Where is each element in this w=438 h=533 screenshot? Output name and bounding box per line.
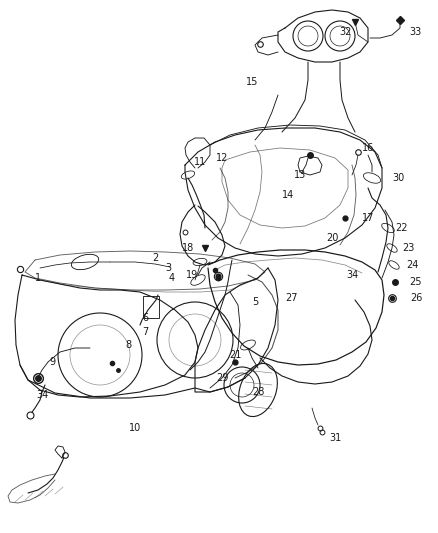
Text: 5: 5 (252, 297, 258, 307)
Text: 2: 2 (152, 253, 158, 263)
Text: 28: 28 (252, 387, 264, 397)
Text: 4: 4 (169, 273, 175, 283)
Text: 32: 32 (339, 27, 351, 37)
Text: 11: 11 (194, 157, 206, 167)
Text: 25: 25 (410, 277, 422, 287)
Text: 13: 13 (294, 170, 306, 180)
Text: 24: 24 (406, 260, 418, 270)
Text: 17: 17 (362, 213, 374, 223)
Text: 20: 20 (326, 233, 338, 243)
Text: 19: 19 (186, 270, 198, 280)
Text: 27: 27 (286, 293, 298, 303)
Text: 9: 9 (49, 357, 55, 367)
Text: 34: 34 (346, 270, 358, 280)
Text: 26: 26 (410, 293, 422, 303)
Text: 22: 22 (396, 223, 408, 233)
Text: 6: 6 (142, 313, 148, 323)
Bar (143, 296, 159, 318)
Text: 21: 21 (229, 350, 241, 360)
Text: 33: 33 (409, 27, 421, 37)
Text: 7: 7 (142, 327, 148, 337)
Text: 23: 23 (402, 243, 414, 253)
Text: 3: 3 (165, 263, 171, 273)
Text: 15: 15 (246, 77, 258, 87)
Text: 14: 14 (282, 190, 294, 200)
Text: 16: 16 (362, 143, 374, 153)
Text: 31: 31 (329, 433, 341, 443)
Text: 30: 30 (392, 173, 404, 183)
Text: 10: 10 (129, 423, 141, 433)
Text: 29: 29 (216, 373, 228, 383)
Text: 34: 34 (36, 390, 48, 400)
Text: 12: 12 (216, 153, 228, 163)
Text: 18: 18 (182, 243, 194, 253)
Text: 8: 8 (125, 340, 131, 350)
Text: 1: 1 (35, 273, 41, 283)
